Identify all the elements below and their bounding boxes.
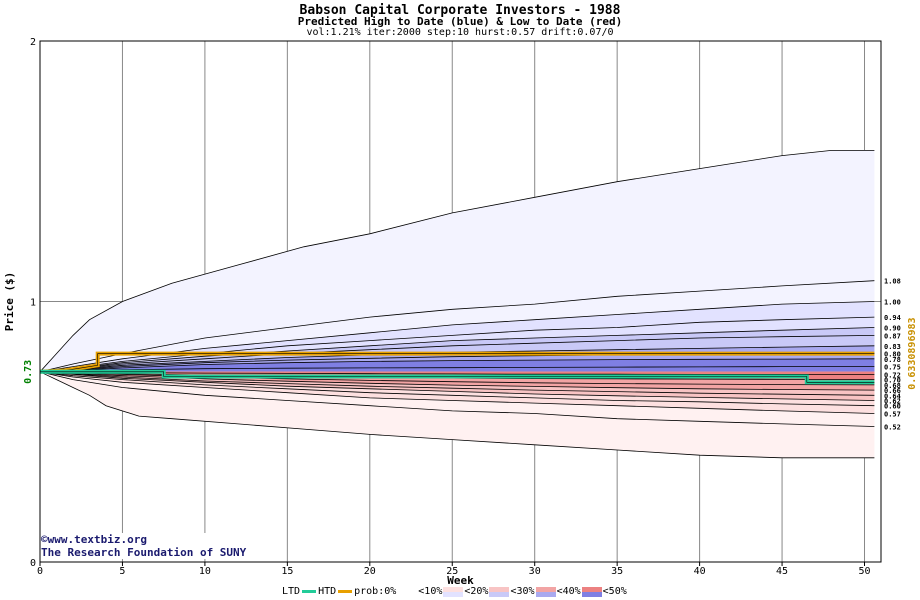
y-axis-label: Price ($): [3, 272, 16, 332]
legend-prob-label: prob:0%: [354, 586, 397, 597]
band-boundary-line: [39, 301, 875, 373]
x-tick-label: 50: [858, 566, 870, 577]
credit-org: The Research Foundation of SUNY: [41, 546, 247, 559]
band-boundary-line: [39, 371, 875, 459]
band-value-label: 0.80: [884, 351, 901, 359]
band-value-label: 0.94: [884, 314, 901, 322]
x-tick-label: 45: [776, 566, 788, 577]
band-value-label: 0.87: [884, 332, 901, 340]
credit-block: ©www.textbiz.org The Research Foundation…: [41, 533, 247, 559]
band-value-label: 0.90: [884, 325, 901, 333]
plot-frame: [39, 40, 882, 563]
y-tick-label: 0: [30, 558, 36, 569]
band-value-label: 0.68: [884, 382, 901, 390]
legend-band-label-50: <50%: [602, 586, 627, 597]
legend-ltd-label: LTD: [282, 586, 301, 597]
band-boundary-line: [39, 371, 875, 414]
legend-swatch-0: [397, 586, 418, 597]
x-tick-label: 15: [281, 566, 293, 577]
chart-parameters: vol:1.21% iter:2000 step:10 hurst:0.57 d…: [306, 27, 614, 38]
band-value-label: 0.83: [884, 343, 901, 351]
band-value-label: 0.75: [884, 364, 901, 372]
legend-swatch-30: [535, 586, 556, 597]
band-value-label: 0.62: [884, 397, 901, 405]
high-band-area: [40, 366, 875, 372]
band-boundary-line: [39, 149, 875, 373]
chart-title: Babson Capital Corporate Investors - 198…: [299, 3, 621, 18]
band-boundary-line: [39, 316, 875, 373]
band-value-label: 0.60: [884, 403, 901, 411]
x-tick-label: 40: [694, 566, 706, 577]
band-value-label: 0.52: [884, 424, 901, 432]
band-boundary-line: [39, 327, 875, 373]
x-tick-label: 20: [364, 566, 376, 577]
ltd-line-core: [40, 371, 875, 383]
copyright-icon: ©: [41, 533, 48, 546]
band-boundary-line: [39, 371, 875, 427]
x-tick-label: 25: [446, 566, 458, 577]
legend: LTD HTD prob:0% <10% <20% <30% <40% <50%: [282, 586, 627, 597]
band-value-label: 0.72: [884, 371, 901, 379]
legend-band-label-30: <30%: [510, 586, 535, 597]
band-boundary-line: [39, 358, 875, 373]
legend-swatch-40: [581, 586, 602, 597]
band-boundary-line: [39, 371, 875, 386]
x-axis-label: Week: [447, 574, 474, 587]
credit-site: www.textbiz.org: [47, 533, 147, 546]
legend-swatch-20: [489, 586, 510, 597]
band-boundary-line: [39, 371, 875, 401]
legend-band-label-40: <40%: [556, 586, 581, 597]
band-boundary-line: [39, 371, 875, 407]
band-value-label: 0.78: [884, 356, 901, 364]
legend-swatch-10: [443, 586, 464, 597]
band-value-label: 0.66: [884, 387, 901, 395]
legend-htd-label: HTD: [318, 586, 337, 597]
x-tick-label: 30: [529, 566, 541, 577]
band-value-label: 0.70: [884, 377, 901, 385]
start-price-label: 0.73: [23, 360, 34, 384]
band-boundary-line: [39, 371, 875, 396]
band-value-label: 1.00: [884, 299, 901, 307]
band-boundary-line: [39, 335, 875, 373]
x-tick-label: 0: [37, 566, 43, 577]
x-tick-label: 5: [119, 566, 125, 577]
band-value-label: 0.64: [884, 392, 901, 400]
y-tick-label: 1: [30, 298, 36, 309]
legend-band-label-10: <10%: [418, 586, 443, 597]
band-value-label: 0.57: [884, 411, 901, 419]
low-band-area: [40, 371, 875, 375]
legend-band-label-20: <20%: [464, 586, 489, 597]
chart-subtitle: Predicted High to Date (blue) & Low to D…: [297, 15, 623, 28]
legend-htd-swatch: [338, 590, 353, 593]
band-value-label: 1.08: [884, 278, 901, 286]
x-tick-label: 10: [199, 566, 211, 577]
y-tick-label: 2: [30, 37, 36, 48]
x-tick-label: 35: [611, 566, 623, 577]
side-value-label: 0.6330896983: [907, 317, 918, 389]
legend-ltd-swatch: [302, 590, 317, 593]
band-boundary-line: [39, 371, 875, 391]
